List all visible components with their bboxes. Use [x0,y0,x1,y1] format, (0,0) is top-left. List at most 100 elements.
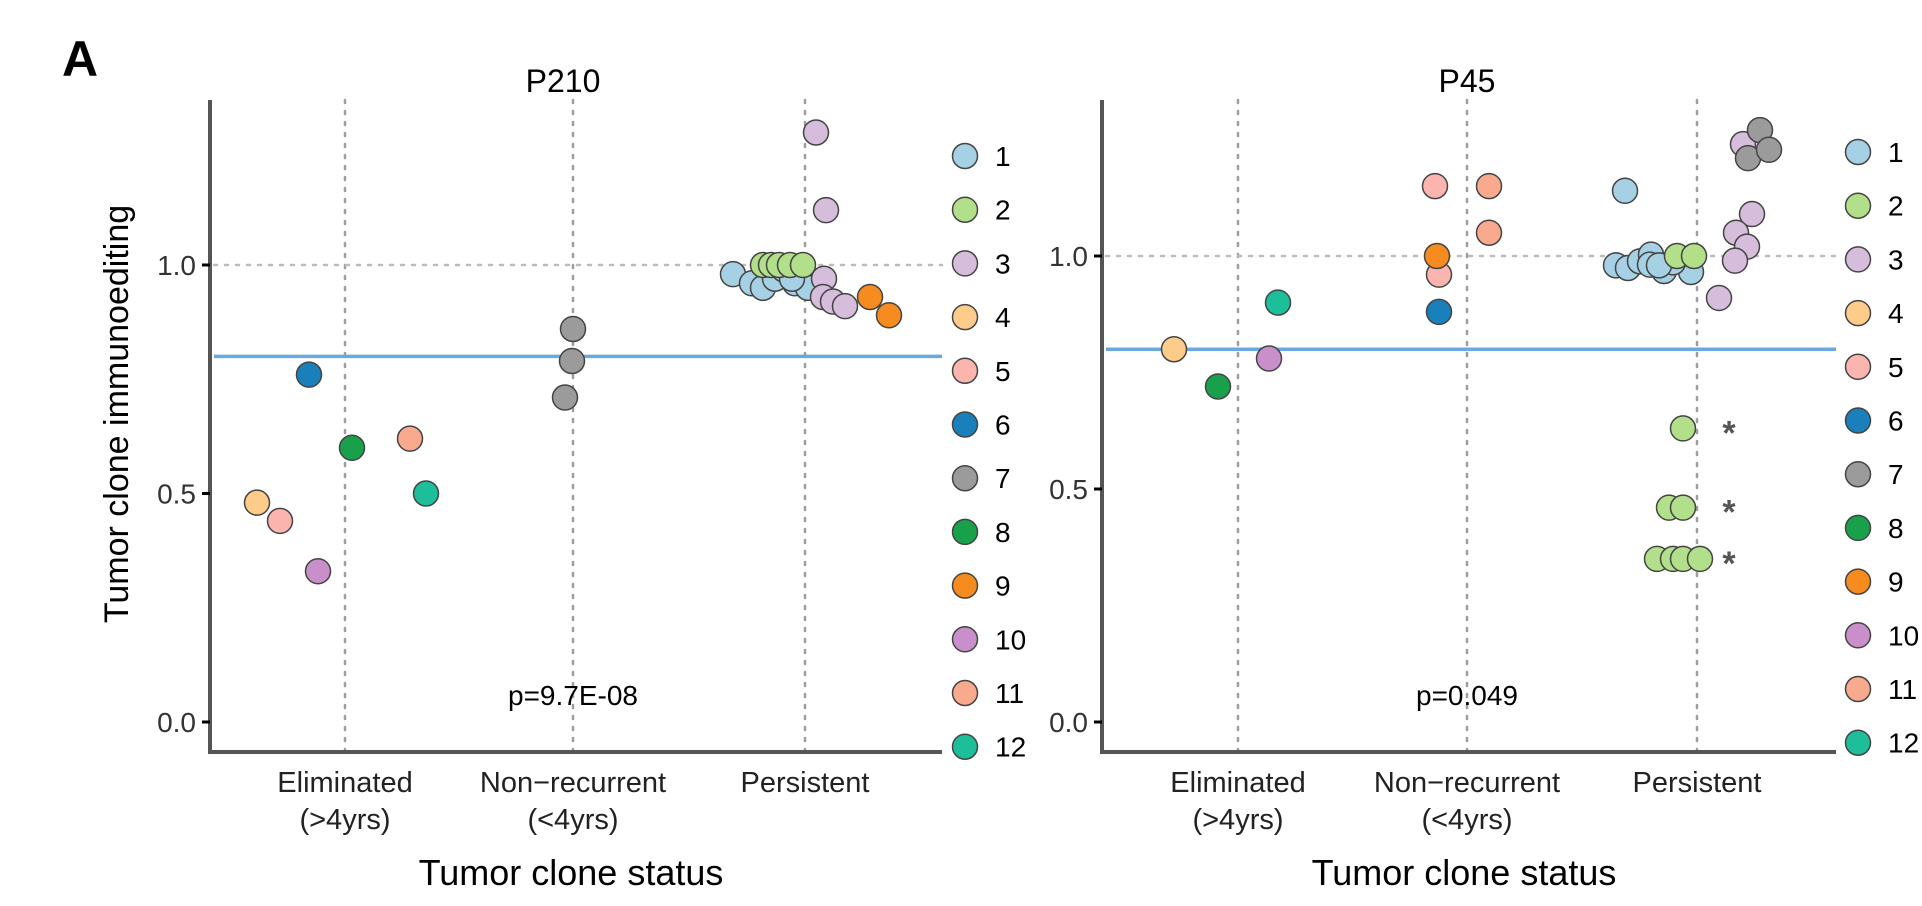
data-point [1425,298,1453,326]
data-point [1686,545,1714,573]
data-point [802,119,830,146]
data-point [1669,494,1697,521]
legend-label: 1 [1888,137,1904,168]
data-point [831,292,859,320]
legend-label: 11 [1888,674,1917,705]
legend-swatch [951,357,979,385]
data-point [1611,177,1639,205]
data-point [266,507,294,535]
data-point [1669,415,1697,442]
y-axis-label: Tumor clone immunoediting [98,205,136,623]
legend-label: 1 [995,141,1011,172]
legend-swatch [1844,353,1872,381]
y-tick-label: 1.0 [157,250,196,281]
data-point [1755,136,1783,164]
legend-swatch [1844,299,1872,327]
y-tick-label: 0.0 [157,707,196,738]
data-point [1204,373,1232,400]
data-point [396,425,424,452]
legend-label: 12 [995,732,1026,763]
x-axis-label: Tumor clone status [1312,852,1617,893]
x-tick-label: (>4yrs) [299,804,390,836]
legend-swatch [1844,675,1872,703]
legend-label: 10 [995,624,1026,655]
legend-label: 9 [995,571,1011,602]
data-point [1264,289,1292,316]
legend-label: 2 [995,195,1011,226]
legend-swatch [1844,246,1872,273]
y-tick-label: 1.0 [1049,241,1088,272]
legend-label: 7 [995,463,1011,494]
legend-swatch [1844,192,1872,219]
legend-label: 12 [1888,728,1919,759]
legend-label: 8 [1888,513,1904,544]
legend-swatch [951,142,979,170]
data-point [1160,335,1188,363]
significance-marker: * [1722,414,1736,452]
legend-swatch [1844,138,1872,166]
legend-swatch [951,303,979,331]
data-point [1423,242,1451,270]
legend-swatch [1844,514,1872,542]
data-point [1421,172,1449,200]
legend-swatch [951,679,979,707]
x-tick-label: Non−recurrent [480,767,666,799]
data-point [412,480,440,507]
legend-label: 10 [1888,620,1919,651]
panel-letter: A [62,31,99,87]
chart-title: P210 [526,63,601,99]
legend-swatch [1844,622,1872,649]
legend-label: 11 [995,678,1024,709]
legend-swatch [951,572,979,599]
legend-swatch [951,626,979,653]
legend-label: 3 [1888,244,1904,275]
data-point [812,196,840,224]
legend-swatch [951,250,979,277]
legend-swatch [951,464,979,492]
data-point [551,384,579,411]
legend-swatch [1844,460,1872,488]
data-point [338,434,366,462]
legend-swatch [951,196,979,223]
legend-swatch [951,518,979,546]
significance-marker: * [1722,494,1736,532]
data-point [559,315,587,343]
x-tick-label: (>4yrs) [1192,804,1283,836]
legend-label: 3 [995,248,1011,279]
y-tick-label: 0.5 [157,479,196,510]
data-point [789,251,817,279]
legend-label: 9 [1888,567,1904,598]
legend-swatch [951,411,979,438]
legend-label: 6 [1888,406,1904,437]
y-tick-label: 0.5 [1049,474,1088,505]
x-tick-label: Non−recurrent [1374,767,1560,799]
x-tick-label: Persistent [741,767,870,799]
p-value-annotation: p=9.7E-08 [508,680,638,711]
data-point [1255,345,1283,372]
chart-title: P45 [1439,63,1496,99]
x-tick-label: Eliminated [1170,767,1305,799]
data-point [875,302,903,329]
x-tick-label: (<4yrs) [1421,804,1512,836]
legend-swatch [951,733,979,760]
x-axis-label: Tumor clone status [419,852,724,893]
data-point [1475,172,1503,200]
x-tick-label: Persistent [1633,767,1762,799]
data-point [1475,219,1503,246]
x-tick-label: (<4yrs) [527,804,618,836]
data-point [304,557,332,585]
p-value-annotation: p=0.049 [1416,680,1518,711]
legend-swatch [1844,407,1872,434]
data-point [1680,242,1708,270]
legend-label: 8 [995,517,1011,548]
legend-label: 4 [995,302,1011,333]
data-point [1705,284,1733,312]
data-point [243,489,271,516]
y-tick-label: 0.0 [1049,707,1088,738]
legend-label: 5 [995,356,1011,387]
data-point [1721,247,1749,274]
legend-label: 7 [1888,459,1904,490]
legend-label: 6 [995,410,1011,441]
legend-swatch [1844,729,1872,756]
